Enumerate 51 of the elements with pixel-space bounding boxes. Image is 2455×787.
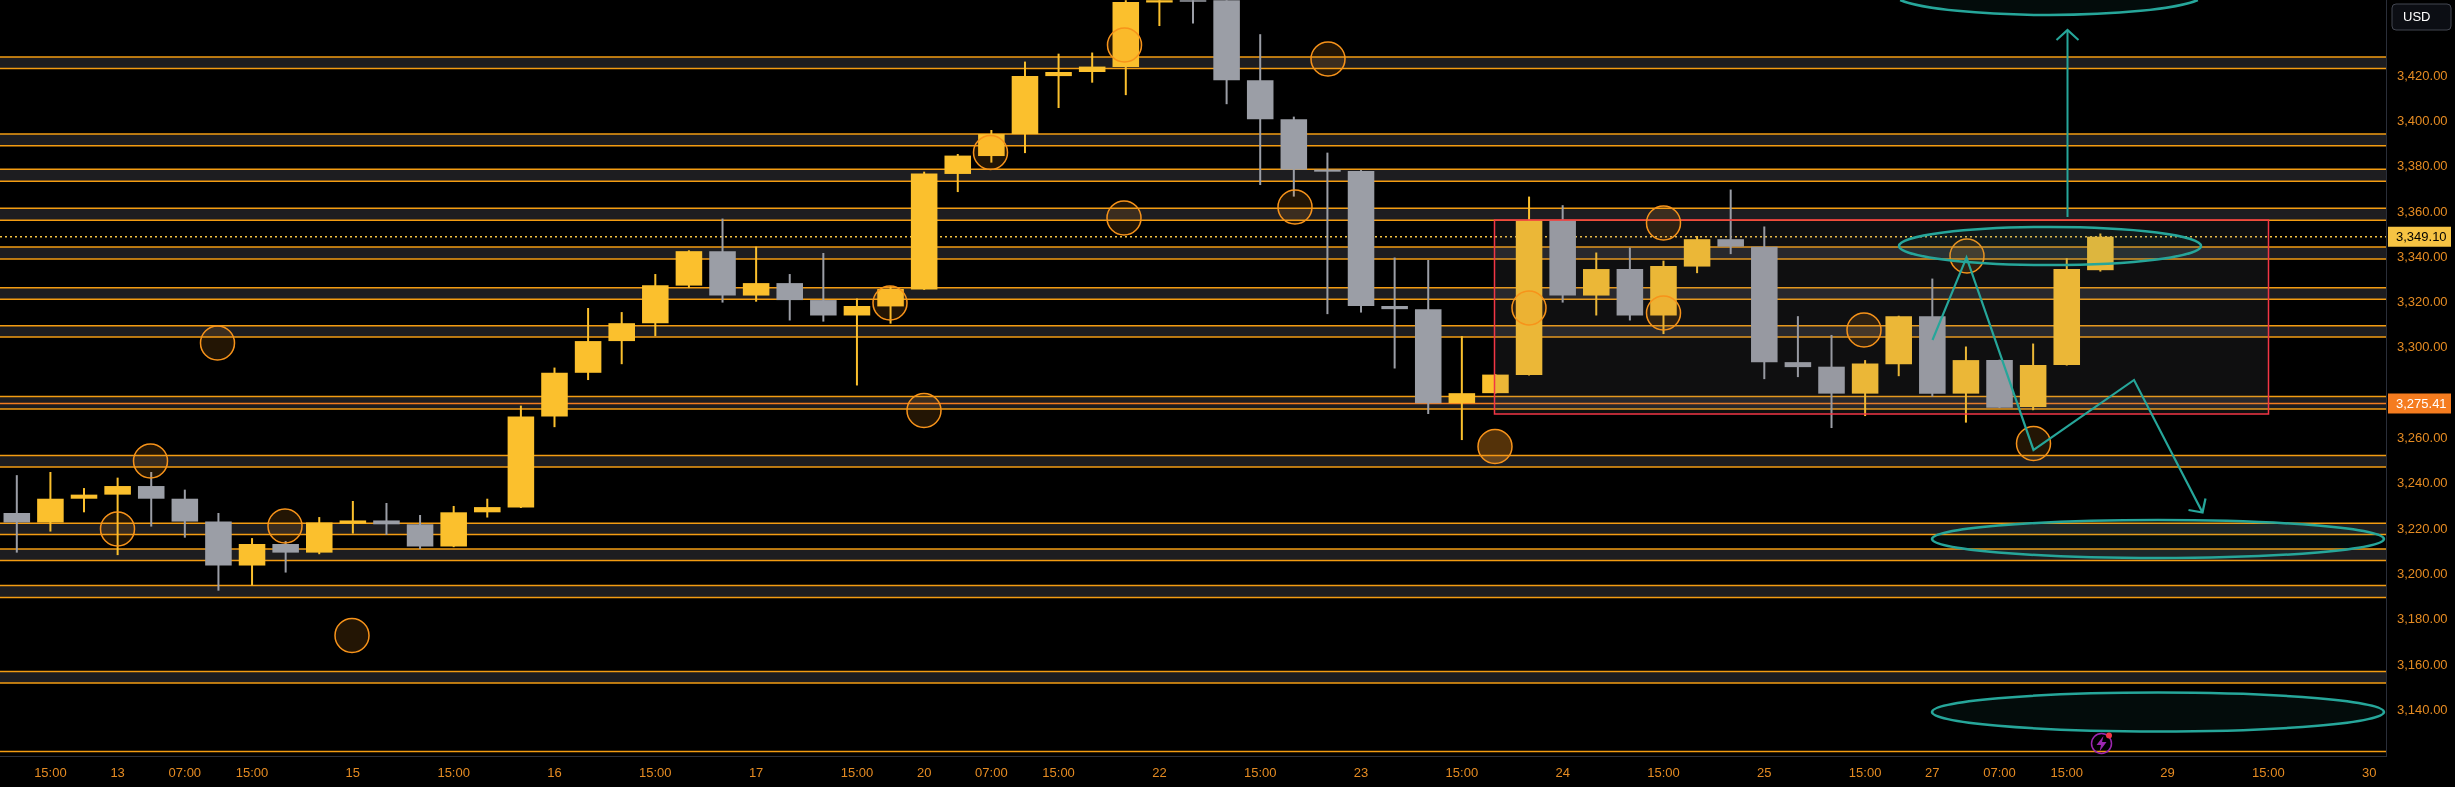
y-tick-label: 3,360.00	[2397, 203, 2448, 219]
y-tick-label: 3,340.00	[2397, 248, 2448, 264]
x-tick-label: 30	[2361, 765, 2377, 781]
ref-line-label: 3,275.41	[2396, 395, 2447, 411]
x-tick-label: 22	[1152, 765, 1167, 781]
x-tick-label: 29	[2160, 765, 2175, 781]
x-tick-label: 15:00	[1445, 765, 1479, 781]
x-tick-label: 15	[345, 765, 361, 781]
x-tick-label: 15:00	[1243, 765, 1277, 781]
candlestick	[1045, 53, 1072, 109]
candlestick	[1381, 257, 1408, 369]
x-tick-label: 07:00	[1983, 765, 2016, 781]
y-tick-label: 3,140.00	[2397, 701, 2448, 717]
x-tick-label: 27	[1925, 765, 1940, 781]
x-tick-label: 15:00	[235, 765, 269, 781]
candlestick	[1146, 0, 1173, 27]
candlestick	[1314, 152, 1341, 315]
x-tick-label: 16	[547, 765, 562, 781]
y-tick-label: 3,400.00	[2397, 112, 2448, 128]
y-tick-label: 3,200.00	[2397, 565, 2448, 581]
x-tick-label: 15:00	[639, 765, 672, 781]
y-tick-label: 3,240.00	[2397, 475, 2448, 491]
y-tick-label: 3,380.00	[2397, 158, 2448, 174]
x-tick-label: 15:00	[1848, 765, 1882, 781]
x-tick-label: 23	[1353, 765, 1369, 781]
x-tick-label: 15:00	[34, 765, 67, 781]
x-tick-label: 15:00	[840, 765, 874, 781]
y-tick-label: 3,300.00	[2397, 339, 2448, 355]
x-tick-label: 24	[1555, 765, 1570, 781]
candlestick	[1448, 336, 1476, 441]
y-axis-title: USD	[2403, 9, 2431, 25]
candlestick	[1179, 0, 1207, 24]
x-tick-label: 20	[916, 765, 932, 781]
x-tick-label: 17	[748, 765, 764, 781]
y-tick-label: 3,420.00	[2397, 67, 2448, 83]
y-tick-label: 3,160.00	[2397, 656, 2448, 672]
y-tick-label: 3,320.00	[2397, 294, 2448, 310]
x-tick-label: 15:00	[1647, 765, 1680, 781]
x-tick-label: 07:00	[168, 765, 202, 781]
x-tick-label: 07:00	[975, 765, 1008, 781]
y-tick-label: 3,220.00	[2397, 520, 2448, 536]
y-tick-label: 3,260.00	[2397, 430, 2448, 446]
candlestick	[1784, 316, 1812, 378]
x-tick-label: 15:00	[2050, 765, 2084, 781]
x-tick-label: 15:00	[2252, 765, 2285, 781]
x-tick-label: 13	[110, 765, 125, 781]
x-tick-label: 15:00	[1042, 765, 1075, 781]
x-tick-label: 25	[1757, 765, 1772, 781]
x-tick-label: 15:00	[437, 765, 470, 781]
y-tick-label: 3,180.00	[2397, 611, 2448, 627]
ref-line-label: 3,349.10	[2396, 228, 2447, 244]
